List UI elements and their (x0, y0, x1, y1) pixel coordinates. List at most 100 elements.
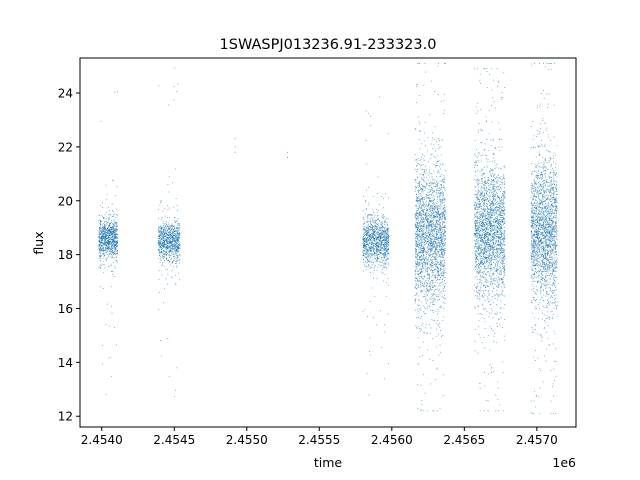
data-point (419, 224, 420, 226)
data-point (376, 324, 377, 326)
data-point (435, 227, 437, 229)
data-point (425, 269, 427, 271)
data-point (417, 286, 419, 288)
data-point (378, 250, 380, 252)
data-point (158, 270, 160, 272)
data-point (163, 229, 165, 231)
data-point (431, 189, 433, 191)
data-point (374, 234, 376, 236)
data-point (177, 256, 178, 258)
data-point (427, 267, 429, 269)
data-point (427, 213, 429, 214)
data-point (427, 252, 429, 254)
data-point (439, 254, 441, 256)
data-point (437, 260, 438, 262)
data-point (425, 235, 427, 237)
data-point (174, 260, 176, 262)
data-point (437, 211, 439, 213)
data-point (431, 242, 433, 244)
data-point (444, 225, 446, 227)
data-point (431, 178, 433, 180)
data-point (385, 193, 386, 195)
data-point (441, 269, 443, 270)
data-point (169, 241, 171, 242)
data-point (367, 113, 369, 115)
data-point (165, 232, 167, 233)
data-point (175, 220, 177, 222)
data-point (173, 244, 175, 246)
data-point (425, 327, 426, 329)
data-point (115, 249, 117, 251)
data-point (171, 242, 173, 244)
data-point (364, 227, 365, 229)
data-point (438, 264, 440, 266)
data-point (418, 229, 420, 230)
data-point (107, 244, 108, 246)
data-point (159, 259, 161, 261)
data-point (101, 245, 103, 246)
data-point (416, 62, 418, 64)
data-point (415, 298, 417, 300)
data-point (371, 241, 373, 243)
data-point (434, 289, 436, 290)
data-point (425, 236, 426, 238)
data-point (108, 239, 110, 241)
data-point (98, 248, 100, 250)
data-point (433, 228, 434, 230)
data-point (116, 208, 118, 210)
data-point (375, 225, 376, 226)
data-point (434, 299, 436, 300)
data-point (419, 237, 421, 239)
data-point (421, 214, 422, 216)
data-point (166, 240, 168, 242)
data-point (369, 265, 371, 267)
data-point (439, 326, 441, 328)
data-point (437, 208, 439, 210)
data-point (109, 231, 111, 232)
data-point (431, 188, 433, 190)
data-point (435, 278, 437, 280)
data-point (162, 247, 163, 249)
data-point (432, 220, 434, 222)
data-point (441, 266, 443, 268)
data-point (375, 265, 377, 266)
data-point (368, 220, 370, 222)
data-point (426, 277, 428, 279)
data-point (430, 154, 432, 156)
data-point (102, 238, 104, 239)
data-point (158, 258, 159, 259)
data-point (375, 219, 377, 221)
data-point (437, 308, 439, 310)
data-point (373, 234, 375, 236)
data-point (373, 232, 375, 234)
data-point (418, 269, 420, 271)
data-point (385, 239, 387, 240)
data-point (100, 238, 102, 239)
data-point (99, 238, 101, 239)
data-point (435, 192, 437, 193)
data-point (419, 327, 421, 329)
data-point (444, 109, 446, 111)
data-point (377, 237, 379, 239)
data-point (440, 268, 442, 270)
data-point (439, 306, 441, 308)
data-point (373, 231, 375, 233)
data-point (175, 236, 177, 238)
data-point (428, 258, 430, 260)
data-point (420, 256, 421, 258)
data-point (424, 243, 426, 245)
data-point (437, 238, 439, 239)
data-point (172, 260, 174, 262)
data-point (376, 242, 378, 244)
data-point (423, 203, 425, 204)
data-point (108, 325, 110, 327)
data-point (422, 184, 423, 186)
data-point (419, 225, 421, 227)
data-point (422, 214, 424, 216)
data-point (365, 241, 367, 243)
data-point (383, 263, 385, 265)
data-point (431, 245, 433, 247)
data-point (443, 285, 445, 287)
data-point (435, 237, 437, 239)
data-point (380, 241, 382, 243)
